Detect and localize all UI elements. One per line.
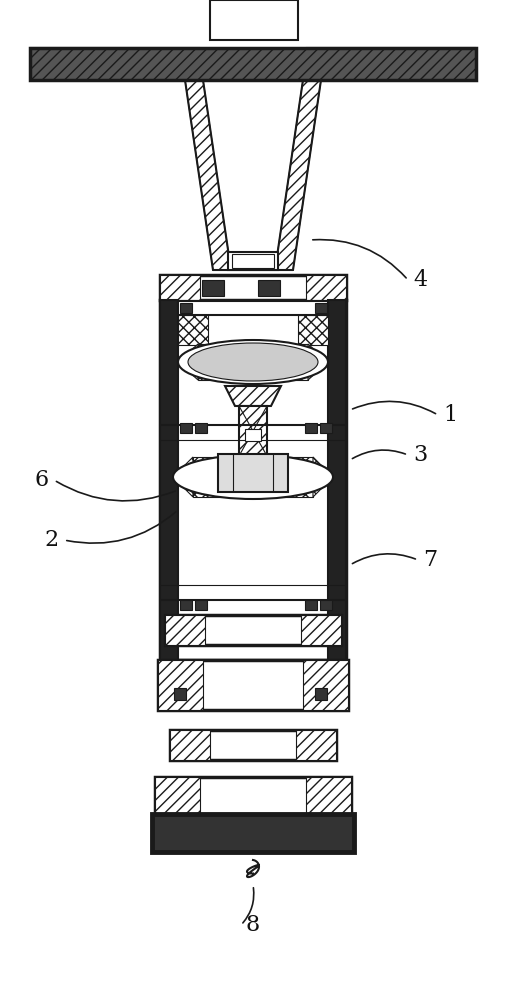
- Bar: [158, 660, 203, 710]
- Bar: [228, 252, 277, 270]
- Bar: [302, 660, 347, 710]
- Text: 3: 3: [412, 444, 426, 466]
- Bar: [155, 777, 350, 815]
- Bar: [258, 280, 279, 296]
- Bar: [180, 423, 191, 433]
- Bar: [231, 80, 274, 270]
- Bar: [305, 423, 316, 433]
- Bar: [231, 254, 274, 268]
- Text: 4: 4: [412, 269, 426, 291]
- Polygon shape: [308, 344, 327, 380]
- Polygon shape: [273, 344, 308, 380]
- Bar: [30, 48, 475, 80]
- Bar: [218, 454, 287, 492]
- Text: 6: 6: [35, 469, 49, 491]
- Bar: [165, 615, 205, 645]
- Bar: [295, 730, 335, 760]
- Polygon shape: [197, 344, 232, 380]
- Polygon shape: [225, 386, 280, 406]
- Bar: [158, 660, 347, 710]
- Polygon shape: [192, 457, 232, 497]
- Bar: [174, 688, 186, 700]
- Bar: [305, 600, 316, 610]
- Bar: [180, 303, 191, 313]
- Bar: [160, 275, 199, 300]
- Ellipse shape: [188, 343, 317, 381]
- Text: 1: 1: [442, 404, 456, 426]
- Bar: [319, 423, 331, 433]
- Bar: [306, 275, 345, 300]
- Bar: [201, 280, 224, 296]
- Polygon shape: [274, 80, 320, 270]
- Bar: [194, 423, 207, 433]
- Bar: [210, 0, 297, 40]
- Polygon shape: [173, 457, 192, 497]
- Bar: [165, 615, 340, 645]
- Bar: [160, 300, 178, 660]
- Bar: [315, 303, 326, 313]
- Text: 7: 7: [422, 549, 436, 571]
- Polygon shape: [185, 80, 231, 270]
- Bar: [315, 688, 326, 700]
- Text: 2: 2: [45, 529, 59, 551]
- Bar: [327, 300, 345, 660]
- Bar: [319, 600, 331, 610]
- Bar: [194, 600, 207, 610]
- Bar: [160, 275, 345, 300]
- Bar: [170, 730, 335, 760]
- Ellipse shape: [173, 455, 332, 499]
- Bar: [178, 315, 208, 345]
- Bar: [244, 429, 261, 441]
- Bar: [160, 300, 345, 660]
- Bar: [180, 600, 191, 610]
- Bar: [152, 814, 354, 852]
- Bar: [155, 777, 199, 815]
- Bar: [297, 315, 327, 345]
- Polygon shape: [273, 457, 313, 497]
- Polygon shape: [313, 457, 332, 497]
- Bar: [238, 406, 267, 456]
- Bar: [306, 777, 350, 815]
- Bar: [300, 615, 340, 645]
- Bar: [170, 730, 210, 760]
- Ellipse shape: [178, 340, 327, 384]
- Bar: [178, 301, 327, 315]
- Text: 8: 8: [245, 914, 260, 936]
- Polygon shape: [178, 344, 197, 380]
- Polygon shape: [225, 456, 280, 476]
